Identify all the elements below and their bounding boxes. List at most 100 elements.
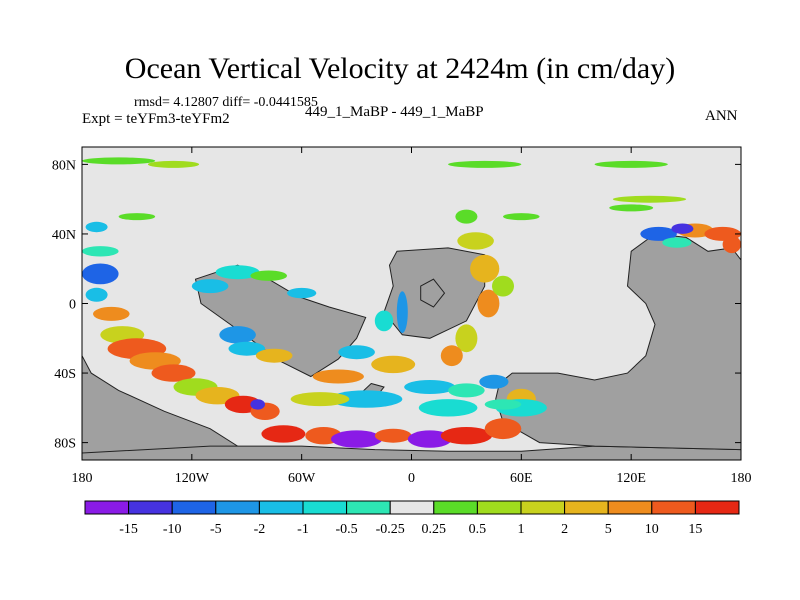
colorbar-box: [607, 500, 653, 515]
velocity-patch: [479, 374, 509, 389]
colorbar-box: [128, 500, 173, 515]
velocity-patch: [492, 275, 514, 297]
y-tick-label: 0: [69, 298, 76, 313]
colorbar-label: -10: [163, 522, 182, 537]
velocity-patch: [250, 270, 287, 281]
colorbar-label: 0.25: [422, 522, 447, 537]
velocity-patch: [147, 160, 200, 168]
velocity-patch: [722, 235, 741, 254]
velocity-patch: [477, 289, 500, 318]
x-tick-label: 0: [408, 471, 415, 486]
land-mass: [420, 278, 446, 308]
velocity-patch: [290, 392, 350, 407]
colorbar-box: [476, 500, 522, 515]
chart-title: Ocean Vertical Velocity at 2424m (in cm/…: [124, 52, 676, 85]
velocity-patch: [440, 427, 492, 445]
velocity-patch: [261, 425, 306, 443]
velocity-patch: [82, 263, 119, 285]
velocity-patch: [82, 157, 156, 165]
colorbar-label: 1: [518, 522, 525, 537]
velocity-patch: [255, 348, 293, 363]
velocity-patch: [418, 399, 478, 417]
velocity-patch: [407, 430, 452, 448]
map-area: [82, 147, 741, 460]
y-tick-label: 80S: [54, 437, 76, 452]
velocity-patch: [609, 204, 654, 212]
experiment-label: Expt = teYFm3-teYFm2: [82, 111, 230, 127]
velocity-patch: [312, 369, 364, 384]
x-tick-label: 180: [731, 471, 752, 486]
velocity-patch: [448, 383, 485, 398]
colorbar-label: 2: [561, 522, 568, 537]
colorbar-label: -1: [297, 522, 309, 537]
colorbar-box: [564, 500, 609, 515]
colorbar: -15 -10 -5 -2 -1 -0.5 -0.25 0.25 0.5 1 2 5 10 15: [84, 500, 740, 537]
velocity-patch: [118, 213, 156, 221]
velocity-patch: [221, 204, 273, 212]
velocity-patch: [448, 160, 522, 168]
colorbar-box: [433, 500, 478, 515]
velocity-patch: [484, 418, 522, 440]
velocity-patch: [250, 399, 265, 410]
velocity-patch: [268, 160, 335, 168]
velocity-patch: [151, 364, 196, 382]
velocity-patch: [191, 279, 229, 294]
colorbar-box: [389, 500, 435, 515]
velocity-patch: [371, 355, 416, 374]
colorbar-box: [346, 500, 391, 515]
colorbar-box: [215, 500, 260, 515]
colorbar-label: -5: [210, 522, 222, 537]
velocity-patch: [85, 221, 108, 233]
colorbar-label: -15: [119, 522, 138, 537]
velocity-patch: [93, 306, 130, 321]
velocity-patch: [671, 223, 694, 234]
velocity-patch: [470, 254, 500, 283]
colorbar-box: [258, 500, 304, 515]
x-tick-label: 180: [72, 471, 93, 486]
colorbar-box: [171, 500, 217, 515]
velocity-patch: [85, 287, 108, 302]
velocity-patch: [594, 160, 668, 168]
y-tick-label: 40N: [52, 228, 76, 243]
colorbar-label: -2: [254, 522, 266, 537]
x-tick-label: 120W: [175, 471, 210, 486]
season-label: ANN: [705, 108, 738, 124]
colorbar-label: 0.5: [469, 522, 487, 537]
velocity-patch: [338, 345, 375, 360]
case-label: 449_1_MaBP - 449_1_MaBP: [305, 104, 484, 120]
y-tick-label: 80N: [52, 158, 76, 173]
velocity-patch: [484, 399, 522, 410]
x-tick-label: 120E: [616, 471, 646, 486]
velocity-patch: [396, 291, 408, 334]
velocity-patch: [457, 232, 494, 250]
colorbar-label: 5: [605, 522, 612, 537]
velocity-patch: [640, 226, 677, 241]
velocity-patch: [455, 209, 478, 224]
colorbar-box: [302, 500, 348, 515]
velocity-patch: [215, 265, 260, 280]
colorbar-box: [651, 500, 696, 515]
stats-label: rmsd= 4.12807 diff= -0.0441585: [134, 95, 318, 110]
velocity-patch: [329, 390, 403, 408]
map-axes: 180 120W 60W 0 60E 120E 180 80N 40N 0 40S 80S: [52, 146, 752, 486]
velocity-patch: [612, 195, 687, 203]
land-mass: [82, 355, 239, 460]
velocity-patch: [440, 345, 463, 367]
x-tick-label: 60E: [510, 471, 533, 486]
colorbar-label: 10: [645, 522, 659, 537]
colorbar-box: [694, 500, 740, 515]
land-mass: [82, 445, 741, 460]
colorbar-label: 15: [688, 522, 702, 537]
velocity-patch: [82, 246, 119, 257]
velocity-patch: [287, 287, 317, 299]
velocity-patch: [374, 428, 412, 443]
colorbar-box: [520, 500, 566, 515]
velocity-patch: [503, 213, 540, 221]
velocity-patch: [331, 430, 383, 448]
colorbar-box: [84, 500, 130, 515]
x-tick-label: 60W: [288, 471, 316, 486]
velocity-patch: [404, 380, 456, 394]
velocity-patch: [219, 326, 256, 344]
colorbar-label: -0.5: [336, 522, 358, 537]
